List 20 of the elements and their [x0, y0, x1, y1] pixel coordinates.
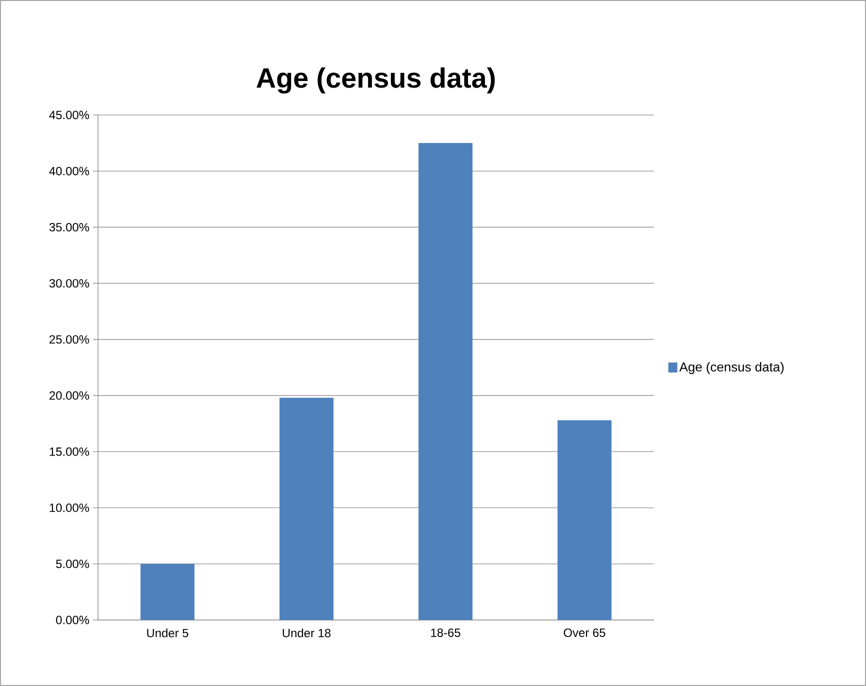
- y-tick-label: 35.00%: [49, 222, 90, 232]
- y-tick-label: 15.00%: [50, 447, 90, 456]
- y-tick-label: 5.00%: [56, 560, 90, 568]
- bar: [558, 420, 612, 620]
- y-tick-label: 45.00%: [49, 110, 90, 120]
- bar: [140, 564, 195, 620]
- bar: [418, 143, 473, 620]
- y-tick-label: 0.00%: [56, 616, 90, 624]
- x-tick-label: 18-65: [431, 628, 460, 637]
- legend-label: Age (census data): [679, 362, 784, 374]
- y-tick-label: 10.00%: [50, 504, 90, 512]
- x-tick-label: Under 5: [147, 628, 188, 638]
- x-tick-label: Under 18: [282, 628, 331, 638]
- y-tick-label: 20.00%: [50, 391, 90, 400]
- x-tick-label: Over 65: [564, 628, 606, 637]
- chart-title: Age (census data): [256, 67, 495, 94]
- bar: [280, 398, 334, 620]
- y-tick-label: 25.00%: [50, 335, 90, 344]
- y-tick-label: 30.00%: [49, 279, 90, 288]
- y-tick-label: 40.00%: [49, 166, 90, 176]
